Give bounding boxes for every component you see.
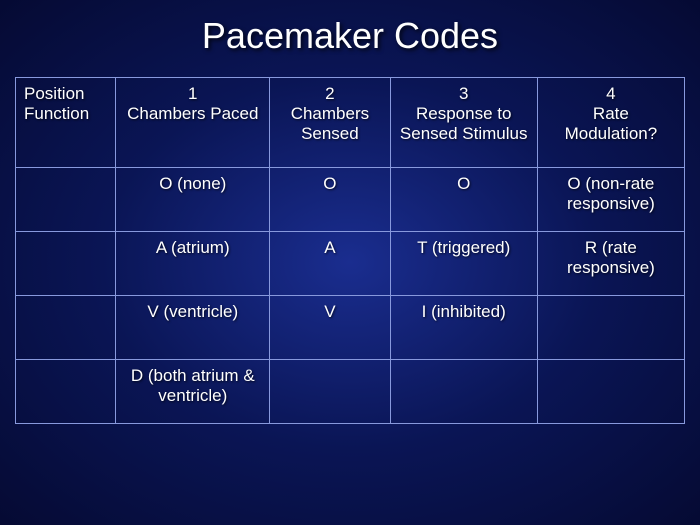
- cell: [537, 360, 684, 424]
- header-position-function: Position Function: [16, 78, 116, 168]
- cell: A (atrium): [116, 232, 270, 296]
- cell: D (both atrium & ventricle): [116, 360, 270, 424]
- col-num-3: 3: [399, 84, 529, 104]
- cell: [270, 360, 390, 424]
- slide-title: Pacemaker Codes: [15, 15, 685, 57]
- row-label-cell: [16, 232, 116, 296]
- table-row: V (ventricle) V I (inhibited): [16, 296, 685, 360]
- table-header-row: Position Function 1 Chambers Paced 2 Cha…: [16, 78, 685, 168]
- pacemaker-codes-table: Position Function 1 Chambers Paced 2 Cha…: [15, 77, 685, 424]
- col-num-1: 1: [124, 84, 261, 104]
- row-label-cell: [16, 168, 116, 232]
- cell: R (rate responsive): [537, 232, 684, 296]
- cell: V (ventricle): [116, 296, 270, 360]
- position-label: Position: [24, 84, 107, 104]
- row-label-cell: [16, 296, 116, 360]
- cell: A: [270, 232, 390, 296]
- table-row: D (both atrium & ventricle): [16, 360, 685, 424]
- col-name-4: Rate Modulation?: [546, 104, 676, 144]
- function-label: Function: [24, 104, 107, 124]
- cell: [390, 360, 537, 424]
- cell: O: [270, 168, 390, 232]
- cell: O (non-rate responsive): [537, 168, 684, 232]
- header-col-3: 3 Response to Sensed Stimulus: [390, 78, 537, 168]
- header-col-4: 4 Rate Modulation?: [537, 78, 684, 168]
- cell: [537, 296, 684, 360]
- col-name-1: Chambers Paced: [124, 104, 261, 124]
- col-num-2: 2: [278, 84, 381, 104]
- table-row: A (atrium) A T (triggered) R (rate respo…: [16, 232, 685, 296]
- cell: I (inhibited): [390, 296, 537, 360]
- col-num-4: 4: [546, 84, 676, 104]
- row-label-cell: [16, 360, 116, 424]
- col-name-2: Chambers Sensed: [278, 104, 381, 144]
- table-row: O (none) O O O (non-rate responsive): [16, 168, 685, 232]
- cell: O: [390, 168, 537, 232]
- header-col-1: 1 Chambers Paced: [116, 78, 270, 168]
- col-name-3: Response to Sensed Stimulus: [399, 104, 529, 144]
- cell: V: [270, 296, 390, 360]
- cell: T (triggered): [390, 232, 537, 296]
- header-col-2: 2 Chambers Sensed: [270, 78, 390, 168]
- cell: O (none): [116, 168, 270, 232]
